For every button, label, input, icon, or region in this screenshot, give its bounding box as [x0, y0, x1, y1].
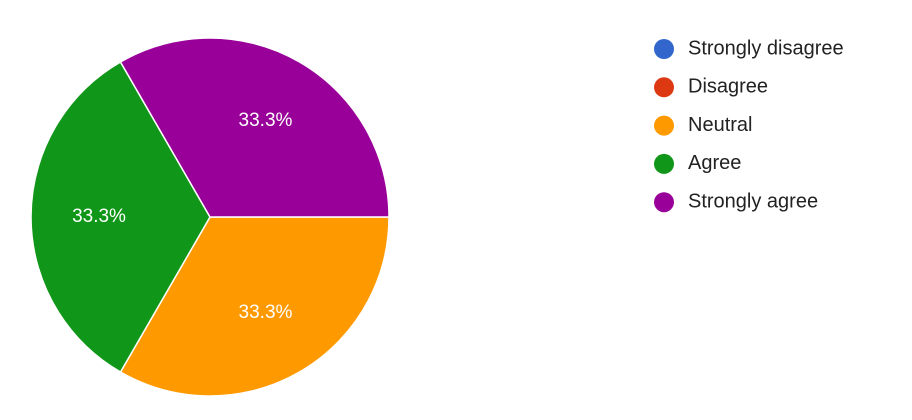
legend-swatch	[654, 192, 674, 213]
legend-swatch	[654, 77, 674, 98]
pie-slice	[119, 37, 390, 218]
legend-swatch	[654, 115, 674, 136]
pie-slice	[119, 216, 390, 397]
slice-label: 33.3%	[239, 110, 293, 131]
legend-swatch	[654, 153, 674, 174]
legend-label: Strongly agree	[688, 190, 818, 212]
slice-label: 33.3%	[72, 206, 126, 227]
slice-label: 33.3%	[239, 302, 293, 323]
legend-label: Disagree	[688, 76, 768, 98]
legend-label: Agree	[688, 152, 741, 174]
legend-label: Neutral	[688, 114, 752, 136]
legend-swatch	[654, 39, 674, 59]
legend-label: Strongly disagree	[688, 37, 844, 59]
